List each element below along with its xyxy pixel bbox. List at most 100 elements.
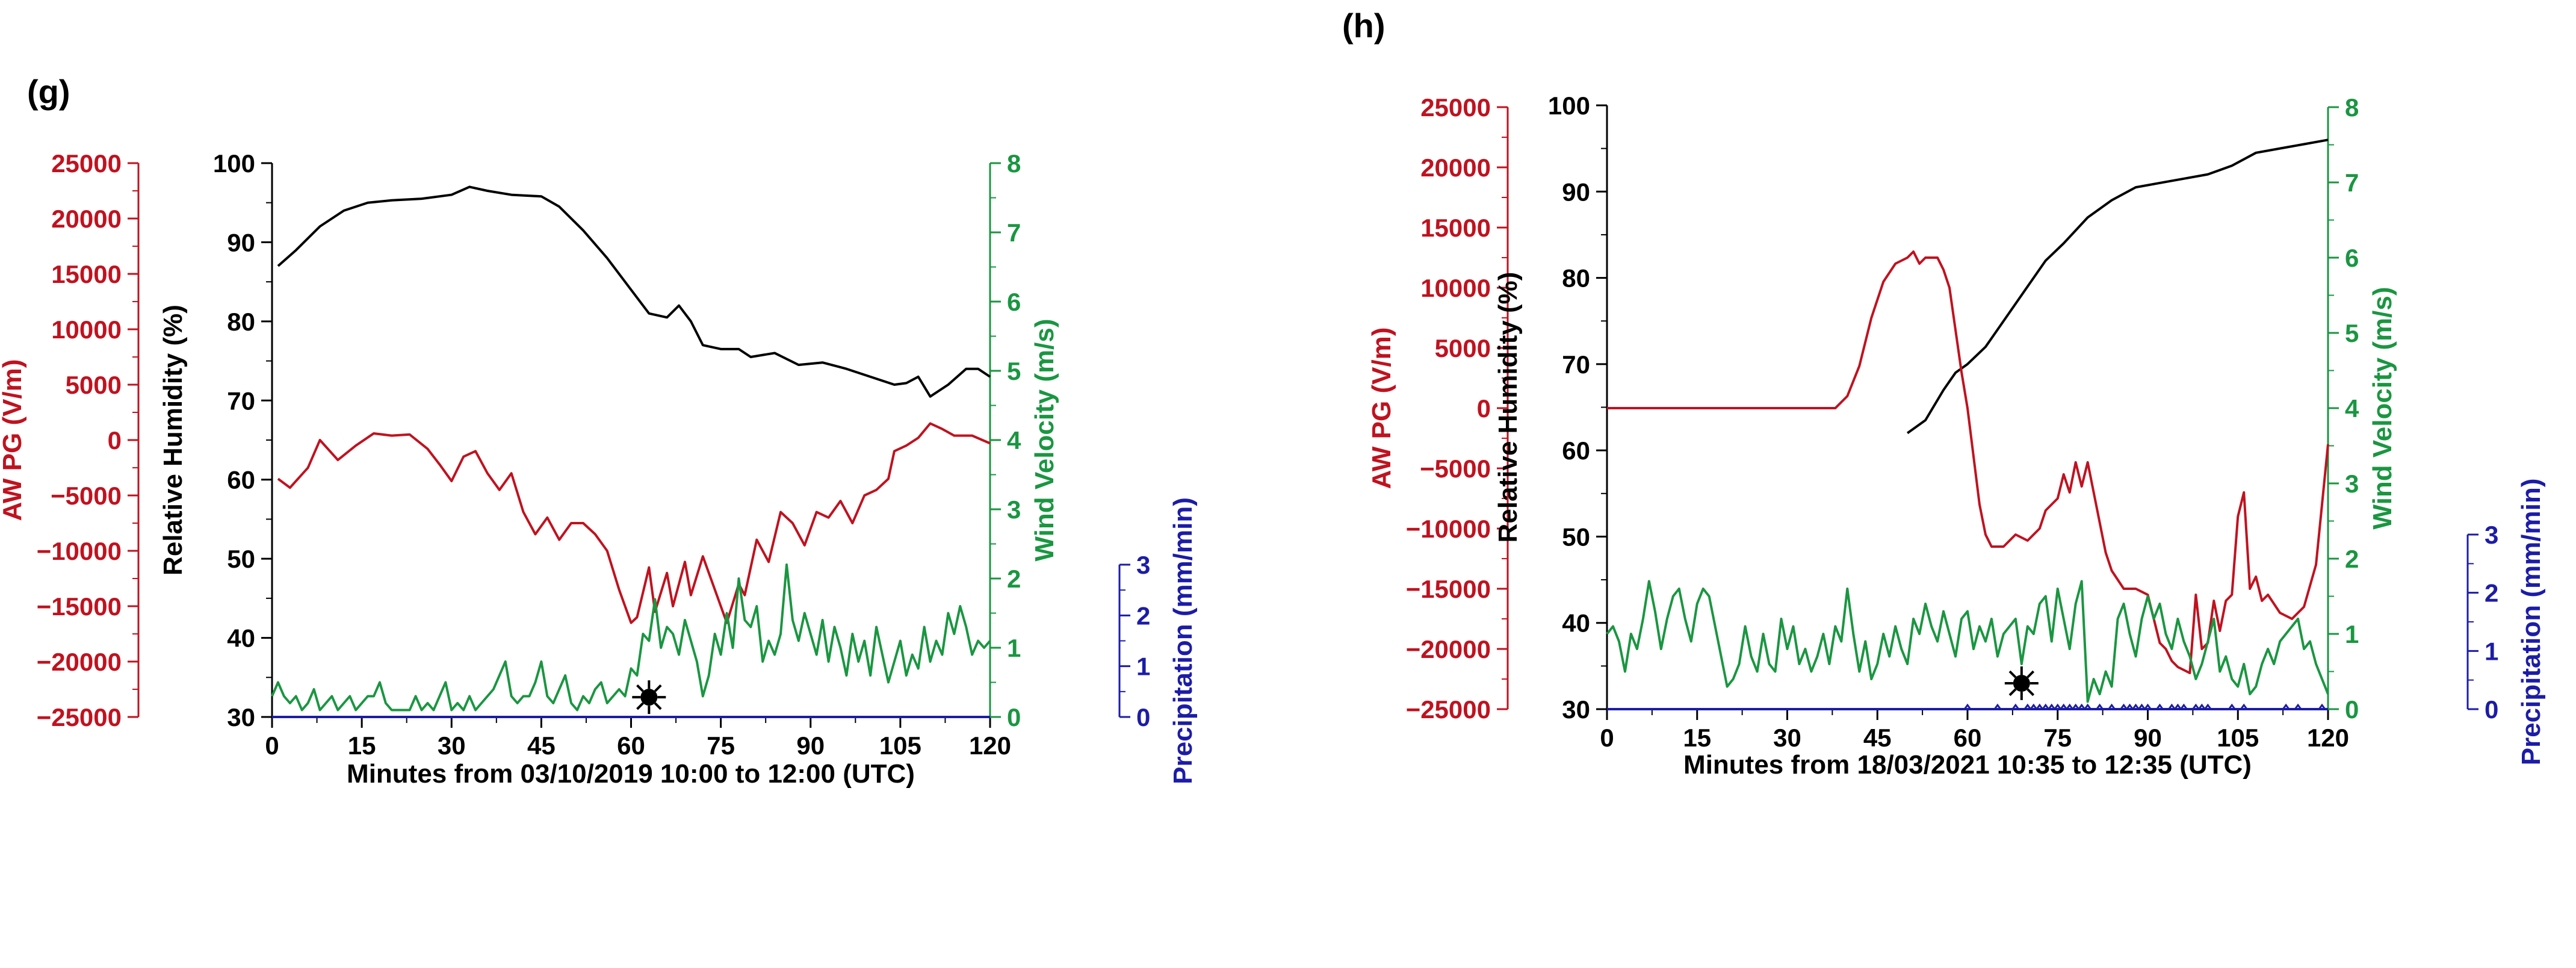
pg-axis-tick-label: −15000 (37, 592, 122, 621)
rh-axis-title: Relative Humidity (%) (158, 305, 188, 576)
pg-axis-tick-label: −5000 (1420, 455, 1491, 483)
rh-axis-tick-label: 60 (1562, 436, 1590, 465)
x-tick-label: 60 (1954, 724, 1982, 752)
pg-axis-tick-label: 10000 (1420, 274, 1491, 302)
rh-axis-tick-label: 70 (1562, 350, 1590, 379)
pg-axis-tick-label: 20000 (1420, 154, 1491, 182)
precip-spike (2180, 703, 2188, 710)
x-tick-label: 75 (2043, 724, 2072, 752)
precip-spike (2156, 703, 2164, 710)
x-tick-label: 120 (969, 731, 1011, 760)
precip-spike (2132, 703, 2140, 710)
precip-spike (2054, 703, 2061, 710)
rh-axis-tick-label: 100 (213, 149, 255, 178)
pg-axis-tick-label: 15000 (51, 260, 122, 288)
wind-axis-tick-label: 2 (1007, 565, 1021, 593)
lightning-marker-ray (2026, 670, 2035, 678)
wind-axis-title: Wind Velocity (m/s) (1030, 318, 1059, 561)
wind-axis-tick-label: 3 (2345, 470, 2359, 498)
wind-axis-tick-label: 7 (1007, 219, 1021, 247)
rh-axis-tick-label: 80 (1562, 264, 1590, 293)
x-tick-label: 45 (527, 731, 556, 760)
pg-axis-tick-label: 20000 (51, 205, 122, 233)
x-tick-label: 0 (1600, 724, 1614, 752)
lightning-marker-ray (2026, 688, 2035, 697)
x-tick-label: 30 (438, 731, 466, 760)
series-relative-humidity (1907, 138, 2329, 435)
rh-axis: 100 90 80 70 60 50 40 30 Relative Humidity (%) (158, 149, 273, 731)
lightning-marker (2004, 666, 2039, 701)
precip-spike (2023, 703, 2032, 710)
series-aw-pg (1607, 250, 2329, 674)
pg-axis-tick-label: 10000 (51, 315, 122, 344)
pg-axis-title: AW PG (V/m) (0, 359, 27, 521)
wind-axis-tick-label: 7 (2345, 169, 2359, 197)
precip-spike (2204, 703, 2212, 710)
precip-spike (2294, 703, 2302, 710)
rh-axis-tick-label: 40 (1562, 609, 1590, 638)
rh-axis-tick-label: 30 (1562, 695, 1590, 724)
precip-spike (2030, 703, 2038, 710)
precip-axis-tick-label: 0 (1136, 703, 1150, 731)
pg-axis-tick-label: −20000 (1406, 635, 1491, 663)
precip-spike (1993, 703, 2002, 710)
precip-axis-tick-label: 0 (2485, 695, 2498, 724)
x-axis: 0 15 30 45 60 75 90 105 120 Minutes from 03/10/20… (265, 716, 1011, 789)
precip-spike (2240, 703, 2248, 710)
rh-axis-tick-label: 50 (227, 545, 255, 573)
x-tick-label: 120 (2307, 724, 2349, 752)
precip-spike (1963, 703, 1972, 710)
wind-axis-tick-label: 5 (1007, 357, 1021, 385)
pg-axis-tick-label: 5000 (66, 371, 122, 399)
lightning-marker-dot (640, 689, 658, 706)
lightning-marker-ray (636, 702, 644, 710)
precip-spike (2108, 703, 2116, 710)
precip-spike (2084, 703, 2091, 710)
precip-axis-tick-label: 1 (2485, 637, 2498, 665)
wind-axis-tick-label: 6 (1007, 288, 1021, 316)
precip-spike (2126, 703, 2134, 710)
pg-axis-tick-label: −10000 (37, 537, 122, 565)
precip-axis-tick-label: 2 (2485, 579, 2498, 607)
rh-axis-tick-label: 80 (227, 308, 255, 336)
series-wind-velocity (271, 563, 991, 712)
pg-axis-tick-label: 0 (108, 426, 122, 455)
x-axis-title: Minutes from 18/03/2021 10:35 to 12:35 (… (1683, 750, 2252, 780)
pg-axis-tick-label: −25000 (1406, 695, 1491, 724)
rh-axis-tick-label: 90 (227, 228, 255, 256)
series-aw-pg (277, 422, 991, 624)
precip-spike (2282, 703, 2290, 710)
precip-spike (2144, 703, 2152, 710)
lightning-marker-ray (636, 684, 644, 692)
lightning-marker-ray (2008, 670, 2017, 678)
precip-spike (2036, 703, 2044, 710)
panel-label-h: (h) (1342, 7, 1386, 45)
lightning-marker (632, 680, 666, 715)
x-tick-label: 45 (1863, 724, 1892, 752)
rh-axis: 100 90 80 70 60 50 40 30 Relative Humidity (%) (1493, 92, 1608, 724)
rh-axis-tick-label: 50 (1562, 523, 1590, 551)
x-tick-label: 15 (1683, 724, 1711, 752)
pg-axis-tick-label: −20000 (37, 648, 122, 676)
precip-spike (2120, 703, 2128, 710)
wind-axis: 8 7 6 5 4 3 2 1 0 Wind Velocity (m/s) (989, 149, 1059, 731)
precip-axis: 3 2 1 0 Precipitation (mm/min) (1118, 497, 1198, 784)
precip-spike (2096, 703, 2104, 710)
precip-axis: 3 2 1 0 Precipitation (mm/min) (2466, 479, 2546, 765)
wind-axis-tick-label: 1 (1007, 634, 1021, 662)
pg-axis-tick-label: −5000 (51, 482, 122, 510)
wind-axis-tick-label: 2 (2345, 545, 2359, 573)
pg-axis-tick-label: −10000 (1406, 515, 1491, 543)
lightning-marker-dot (2013, 675, 2030, 692)
pg-axis: 25000 20000 15000 10000 5000 0 −5000 −10000 −150… (1367, 93, 1509, 724)
rh-axis-tick-label: 40 (227, 624, 255, 653)
x-tick-label: 105 (2217, 724, 2259, 752)
rh-axis-tick-label: 70 (227, 386, 255, 415)
pg-axis-tick-label: −15000 (1406, 575, 1491, 603)
pg-axis-tick-label: −25000 (37, 703, 122, 731)
precip-axis-tick-label: 3 (1136, 551, 1150, 579)
precip-spike (2048, 703, 2055, 710)
precip-spike (2072, 703, 2079, 710)
